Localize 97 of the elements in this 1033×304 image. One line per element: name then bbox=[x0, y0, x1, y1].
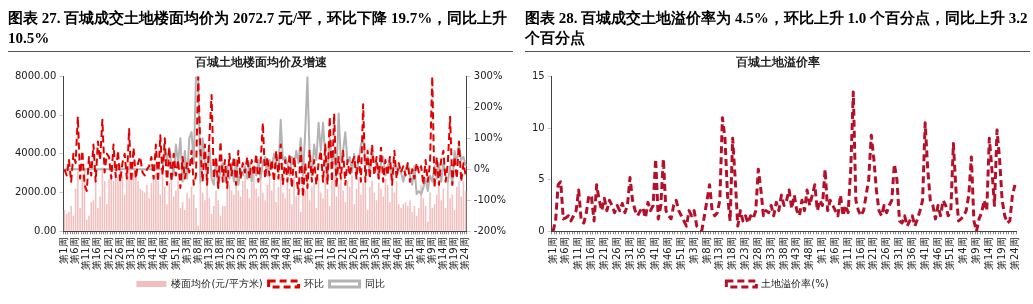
x-tick-label: 第51周 bbox=[403, 237, 415, 271]
x-tick-label: 第4周 bbox=[957, 237, 969, 264]
y-tick-label: 2000.00 bbox=[14, 186, 57, 198]
chart-subtitle: 百城土地楼面均价及增速 bbox=[193, 55, 328, 70]
x-tick-label: 第33周 bbox=[764, 237, 776, 271]
y2-tick-label: 300% bbox=[473, 69, 503, 81]
x-tick-label: 第1周 bbox=[816, 237, 828, 264]
x-tick-label: 第46周 bbox=[931, 237, 943, 271]
x-tick-label: 第26周 bbox=[113, 237, 125, 271]
x-tick-label: 第26周 bbox=[880, 237, 892, 271]
x-tick-label: 第41周 bbox=[381, 237, 393, 271]
x-tick-label: 第46周 bbox=[392, 237, 404, 271]
x-tick-label: 第3周 bbox=[180, 237, 192, 264]
x-tick-label: 第11周 bbox=[572, 237, 584, 271]
x-tick-label: 第21周 bbox=[867, 237, 879, 271]
x-tick-label: 第6周 bbox=[303, 237, 315, 264]
x-tick-label: 第38周 bbox=[777, 237, 789, 271]
x-tick-label: 第31周 bbox=[623, 237, 635, 271]
x-tick-label: 第19周 bbox=[448, 237, 460, 271]
x-tick-label: 第36周 bbox=[636, 237, 648, 271]
x-tick-label: 第41周 bbox=[918, 237, 930, 271]
y2-tick-label: -200% bbox=[473, 224, 507, 236]
x-tick-label: 第28周 bbox=[751, 237, 763, 271]
x-tick-label: 第46周 bbox=[662, 237, 674, 271]
x-tick-label: 第31周 bbox=[893, 237, 905, 271]
legend-label: 环比 bbox=[303, 277, 324, 289]
y-tick-label: 0.00 bbox=[34, 224, 57, 236]
x-tick-label: 第3周 bbox=[687, 237, 699, 264]
x-tick-label: 第1周 bbox=[546, 237, 558, 264]
x-tick-label: 第8周 bbox=[191, 237, 203, 264]
x-tick-label: 第26周 bbox=[610, 237, 622, 271]
x-tick-label: 第16周 bbox=[854, 237, 866, 271]
x-tick-label: 第43周 bbox=[790, 237, 802, 271]
x-tick-label: 第48周 bbox=[280, 237, 292, 271]
y-tick-label: 10 bbox=[531, 121, 545, 133]
legend-label: 土地溢价率(%) bbox=[761, 277, 829, 289]
x-tick-label: 第1周 bbox=[58, 237, 70, 264]
x-tick-label: 第11周 bbox=[80, 237, 92, 271]
y-tick-label: 6000.00 bbox=[14, 108, 57, 120]
x-tick-label: 第13周 bbox=[713, 237, 725, 271]
chart-subtitle: 百城土地溢价率 bbox=[734, 55, 820, 70]
x-tick-label: 第36周 bbox=[370, 237, 382, 271]
x-tick-label: 第23周 bbox=[225, 237, 237, 271]
y2-tick-label: 0% bbox=[473, 162, 490, 174]
x-tick-label: 第43周 bbox=[269, 237, 281, 271]
y2-tick-label: 100% bbox=[473, 131, 503, 143]
x-tick-label: 第13周 bbox=[202, 237, 214, 271]
y-tick-label: 15 bbox=[531, 69, 545, 81]
x-tick-label: 第6周 bbox=[69, 237, 81, 264]
x-tick-label: 第16周 bbox=[91, 237, 103, 271]
y-tick-label: 5 bbox=[538, 173, 545, 185]
x-tick-label: 第26周 bbox=[347, 237, 359, 271]
x-tick-label: 第14周 bbox=[436, 237, 448, 271]
x-tick-label: 第16周 bbox=[585, 237, 597, 271]
chart-title: 图表 27. 百城成交土地楼面均价为 2072.7 元/平，环比下降 19.7%，同比上升 10.5% bbox=[8, 8, 513, 52]
x-tick-label: 第1周 bbox=[292, 237, 304, 264]
x-tick-label: 第23周 bbox=[739, 237, 751, 271]
x-tick-label: 第14周 bbox=[982, 237, 994, 271]
x-tick-label: 第21周 bbox=[102, 237, 114, 271]
x-tick-label: 第46周 bbox=[158, 237, 170, 271]
x-tick-label: 第21周 bbox=[336, 237, 348, 271]
x-tick-label: 第51周 bbox=[169, 237, 181, 271]
x-tick-label: 第33周 bbox=[247, 237, 259, 271]
x-tick-label: 第18周 bbox=[726, 237, 738, 271]
x-tick-label: 第31周 bbox=[124, 237, 136, 271]
x-tick-label: 第9周 bbox=[970, 237, 982, 264]
x-tick-label: 第51周 bbox=[674, 237, 686, 271]
x-tick-label: 第6周 bbox=[559, 237, 571, 264]
x-tick-label: 第24周 bbox=[1008, 237, 1020, 271]
x-tick-label: 第28周 bbox=[236, 237, 248, 271]
x-tick-label: 第6周 bbox=[828, 237, 840, 264]
legend-label: 同比 bbox=[364, 277, 385, 289]
y-tick-label: 0 bbox=[538, 224, 545, 236]
x-tick-label: 第8周 bbox=[700, 237, 712, 264]
x-tick-label: 第41周 bbox=[147, 237, 159, 271]
x-tick-label: 第31周 bbox=[358, 237, 370, 271]
x-tick-label: 第38周 bbox=[258, 237, 270, 271]
x-tick-label: 第9周 bbox=[425, 237, 437, 264]
x-tick-label: 第4周 bbox=[414, 237, 426, 264]
y-tick-label: 8000.00 bbox=[14, 69, 57, 81]
x-tick-label: 第19周 bbox=[995, 237, 1007, 271]
x-tick-label: 第16周 bbox=[325, 237, 337, 271]
y-tick-label: 4000.00 bbox=[14, 147, 57, 159]
x-tick-label: 第36周 bbox=[136, 237, 148, 271]
legend-label: 楼面均价(元/平方米) bbox=[171, 277, 263, 289]
x-tick-label: 第36周 bbox=[905, 237, 917, 271]
y2-tick-label: 200% bbox=[473, 100, 503, 112]
y2-tick-label: -100% bbox=[473, 193, 507, 205]
chart-title: 图表 28. 百城成交土地溢价率为 4.5%，环比上升 1.0 个百分点，同比上升 3.2 个百分点 bbox=[525, 8, 1030, 52]
x-tick-label: 第41周 bbox=[649, 237, 661, 271]
x-tick-label: 第18周 bbox=[214, 237, 226, 271]
x-tick-label: 第11周 bbox=[841, 237, 853, 271]
x-tick-label: 第24周 bbox=[459, 237, 471, 271]
x-tick-label: 第11周 bbox=[314, 237, 326, 271]
x-tick-label: 第48周 bbox=[803, 237, 815, 271]
x-tick-label: 第51周 bbox=[944, 237, 956, 271]
x-tick-label: 第21周 bbox=[597, 237, 609, 271]
